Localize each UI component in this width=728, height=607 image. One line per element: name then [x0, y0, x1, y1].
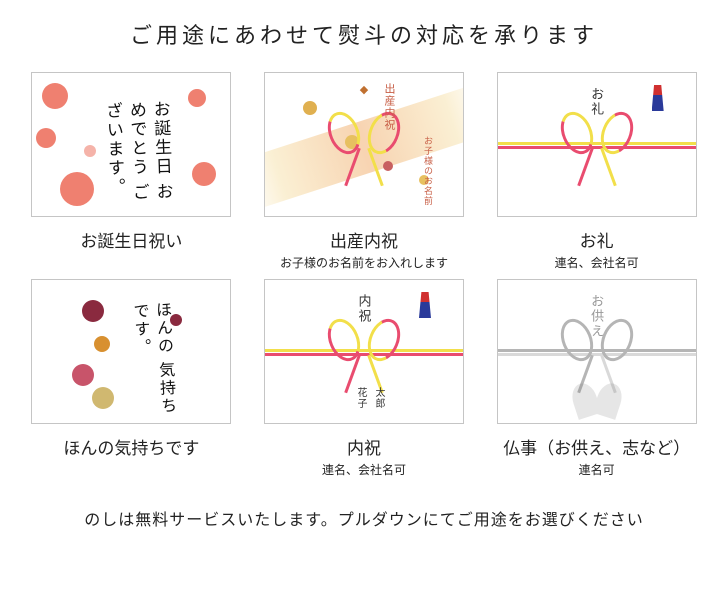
card-title: 内祝	[347, 434, 381, 459]
card-butsuji-image: お供え	[497, 279, 697, 424]
card-shussan-image: ◆ 出産内祝 お子様のお名前	[264, 72, 464, 217]
card-title: お誕生日祝い	[80, 227, 182, 252]
card-orei-image: お礼	[497, 72, 697, 217]
card-subtitle: 連名、会社名可	[322, 461, 406, 478]
noshi-grid: お誕生日 おめでとう ございます。 お誕生日祝い ◆ 出産内祝 お子様のお名前 …	[30, 72, 698, 478]
bow-icon	[562, 111, 632, 161]
page-heading: ご用途にあわせて熨斗の対応を承ります	[30, 18, 698, 50]
name-label: 太郎	[371, 387, 386, 409]
card-title: お礼	[580, 227, 614, 252]
calligraphy-text: ほんの 気持ち です。	[127, 301, 178, 424]
flower-icon	[94, 336, 110, 352]
flower-icon	[84, 145, 96, 157]
name-label: 花子	[353, 387, 368, 409]
card-birthday-image: お誕生日 おめでとう ございます。	[31, 72, 231, 217]
card-kimochi-image: ほんの 気持ち です。	[31, 279, 231, 424]
card-kimochi: ほんの 気持ち です。 ほんの気持ちです	[30, 279, 233, 478]
calligraphy-text: お誕生日 おめでとう ございます。	[100, 100, 175, 217]
card-title: 仏事（お供え、志など）	[503, 434, 690, 459]
card-uchiiwai: 内祝 花子 太郎 内祝 連名、会社名可	[263, 279, 466, 478]
card-title: ほんの気持ちです	[63, 434, 199, 459]
card-subtitle: 連名可	[579, 461, 615, 478]
bow-icon	[329, 318, 399, 368]
flower-icon	[60, 172, 94, 206]
card-butsuji: お供え 仏事（お供え、志など） 連名可	[495, 279, 698, 478]
lotus-icon	[567, 383, 627, 417]
flower-icon	[188, 89, 206, 107]
occasion-label: 出産内祝	[381, 83, 397, 131]
flower-icon	[192, 162, 216, 186]
card-subtitle: お子様のお名前をお入れします	[280, 254, 448, 271]
card-shussan: ◆ 出産内祝 お子様のお名前 出産内祝 お子様のお名前をお入れします	[263, 72, 466, 271]
card-orei: お礼 お礼 連名、会社名可	[495, 72, 698, 271]
footer-note: のしは無料サービスいたします。プルダウンにてご用途をお選びください	[30, 506, 698, 530]
flower-icon	[42, 83, 68, 109]
flower-icon	[72, 364, 94, 386]
bow-icon	[562, 318, 632, 368]
card-birthday: お誕生日 おめでとう ございます。 お誕生日祝い	[30, 72, 233, 271]
mizuhiki-icon	[498, 73, 696, 216]
flower-icon	[82, 300, 104, 322]
card-subtitle: 連名、会社名可	[555, 254, 639, 271]
card-title: 出産内祝	[330, 227, 398, 252]
card-uchiiwai-image: 内祝 花子 太郎	[264, 279, 464, 424]
flower-icon	[36, 128, 56, 148]
flower-icon	[92, 387, 114, 409]
name-label: お子様のお名前	[422, 136, 435, 206]
